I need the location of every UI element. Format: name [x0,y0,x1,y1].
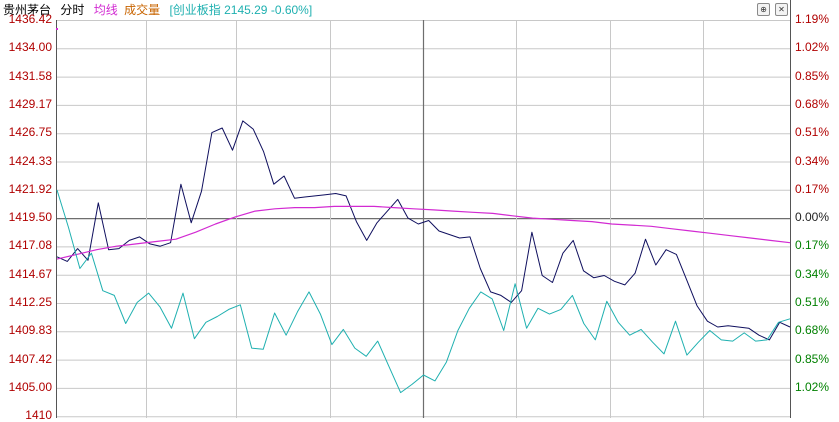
avg-marker-dot [56,28,58,30]
price-tick-label: 1407.42 [8,351,52,366]
percent-tick-label: 0.34% [795,266,830,281]
grid [56,0,791,418]
price-tick-label: 1414.67 [8,266,52,281]
percent-tick-label: 0.00% [795,210,830,225]
chart-header: 贵州茅台 分时 均线 成交量 [创业板指 2145.29 -0.60%] [0,0,760,20]
avg-line-legend: 均线 [93,3,118,17]
stock-name[interactable]: 贵州茅台 [3,3,52,17]
price-tick-label: 1409.83 [8,323,52,338]
price-series-line [56,120,791,341]
expand-icon[interactable]: ⊕ [757,3,770,16]
percent-tick-label: 0.51% [795,125,830,140]
price-tick-label: 1426.75 [8,125,52,140]
percent-tick-label: 0.34% [795,153,830,168]
percent-tick-label: 0.17% [795,238,830,253]
price-tick-label: 1410 [25,408,52,422]
percent-tick-label: 0.85% [795,68,830,83]
percent-tick-label: 1.19% [795,12,830,26]
percent-tick-label: 0.85% [795,351,830,366]
close-icon[interactable]: ✕ [775,3,788,16]
series-lines [56,28,791,394]
average-series-line [56,205,791,260]
price-tick-label: 1429.17 [8,96,52,111]
percent-tick-label: 0.17% [795,181,830,196]
price-tick-label: 1405.00 [8,379,52,394]
percent-tick-label: 0.68% [795,96,830,111]
percent-tick-label: 0.51% [795,295,830,309]
price-tick-label: 1419.50 [8,210,52,225]
percent-tick-label: 0.68% [795,323,830,338]
price-tick-label: 1424.33 [8,153,52,168]
period-label: 分时 [60,3,85,17]
index-overlay-legend: [创业板指 2145.29 -0.60%] [169,3,313,17]
price-tick-label: 1421.92 [8,181,52,196]
price-tick-label: 1417.08 [8,238,52,253]
price-tick-label: 1434.00 [8,40,52,55]
price-tick-label: 1412.25 [8,295,52,309]
price-tick-label: 1431.58 [8,68,52,83]
volume-legend: 成交量 [124,3,161,17]
price-tick-label: 1436.42 [8,12,52,26]
percent-tick-label: 1.02% [795,40,830,55]
index-series-line [56,189,791,394]
percent-tick-label: 1.02% [795,379,830,394]
